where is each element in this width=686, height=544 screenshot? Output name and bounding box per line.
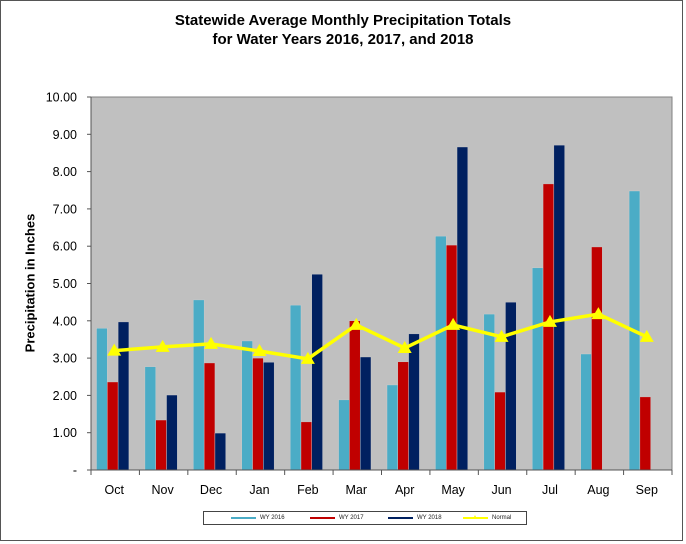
legend-item-wy2018: WY 2018	[388, 512, 442, 524]
bar-wy2016-jun	[483, 313, 495, 471]
legend-label-normal: Normal	[492, 515, 512, 521]
bar-wy2016-may	[435, 235, 447, 471]
bar-wy2016-jul	[532, 267, 544, 471]
legend-label-wy2017: WY 2017	[339, 515, 364, 521]
bar-wy2017-may	[446, 244, 458, 471]
bar-wy2016-dec	[193, 299, 205, 471]
x-tick-label-nov: Nov	[152, 483, 175, 497]
legend-label-wy2018: WY 2018	[417, 515, 442, 521]
normal-marker-apr	[397, 341, 412, 354]
axes-group: - 1.00 2.00 3.00 4.00 5.00 6.00 7.00 8.00 9.00 10.…	[46, 91, 673, 497]
legend: WY 2016 WY 2017 WY 2018 Normal	[203, 511, 527, 525]
bar-wy2017-nov	[155, 419, 167, 471]
bar-wy2017-jan	[252, 357, 264, 471]
bar-wy2016-aug	[580, 353, 592, 471]
bar-wy2018-dec	[214, 432, 226, 471]
bar-wy2016-apr	[386, 384, 399, 471]
x-tick-label-jun: Jun	[491, 483, 511, 497]
normal-marker-jun	[494, 329, 509, 342]
x-tick-label-jul: Jul	[542, 483, 558, 497]
x-tick-label-feb: Feb	[297, 483, 319, 497]
y-tick-label: 8.00	[53, 165, 77, 179]
y-tick-label: -	[73, 464, 77, 478]
bar-wy2017-jun	[494, 391, 506, 471]
legend-swatch-wy2016	[231, 517, 256, 519]
legend-swatch-wy2017	[310, 517, 335, 519]
normal-marker-dec	[204, 336, 219, 349]
bar-wy2017-jul	[542, 183, 555, 471]
triangle-marker-icon	[473, 515, 477, 519]
bar-wy2016-mar	[338, 399, 350, 471]
legend-item-wy2016: WY 2016	[231, 512, 285, 524]
y-tick-label: 4.00	[53, 314, 77, 328]
y-tick-label: 6.00	[53, 240, 77, 254]
normal-marker-nov	[155, 339, 170, 352]
bar-wy2017-feb	[300, 421, 312, 471]
normal-marker-sep	[639, 329, 654, 342]
legend-label-wy2016: WY 2016	[260, 515, 285, 521]
x-tick-label-dec: Dec	[200, 483, 222, 497]
bar-wy2016-feb	[289, 304, 302, 471]
bar-wy2018-jan	[263, 362, 275, 471]
x-tick-label-oct: Oct	[104, 483, 124, 497]
legend-item-wy2017: WY 2017	[310, 512, 364, 524]
bar-wy2017-oct	[107, 381, 119, 471]
bar-wy2018-may	[456, 146, 469, 471]
bar-wy2017-dec	[203, 362, 216, 471]
chart-title: Statewide Average Monthly Precipitation …	[174, 12, 512, 29]
x-tick-label-jan: Jan	[249, 483, 269, 497]
y-tick-label: 9.00	[53, 128, 77, 142]
x-tick-label-sep: Sep	[636, 483, 658, 497]
x-tick-label-apr: Apr	[395, 483, 414, 497]
bar-wy2017-sep	[639, 396, 651, 471]
legend-item-normal: Normal	[463, 512, 511, 524]
normal-marker-jul	[542, 314, 557, 327]
y-tick-label: 1.00	[53, 426, 77, 440]
bar-wy2018-oct	[117, 321, 130, 471]
bar-wy2016-oct	[96, 328, 108, 471]
normal-series-line	[114, 312, 648, 361]
y-tick-label: 10.00	[46, 91, 77, 105]
bar-wy2017-mar	[349, 320, 361, 471]
y-tick-label: 7.00	[53, 202, 77, 216]
x-tick-label-mar: Mar	[346, 483, 368, 497]
y-tick-label: 5.00	[53, 277, 77, 291]
bar-wy2017-aug	[591, 246, 603, 471]
normal-marker-mar	[349, 317, 364, 330]
y-tick-label: 3.00	[53, 352, 77, 366]
bar-wy2018-nov	[166, 394, 178, 471]
normal-line-group	[107, 307, 654, 364]
normal-marker-aug	[591, 307, 606, 320]
x-tick-label-aug: Aug	[587, 483, 609, 497]
x-tick-label-may: May	[441, 483, 465, 497]
bar-wy2018-jul	[553, 144, 565, 471]
normal-marker-may	[446, 317, 461, 330]
bar-wy2018-jun	[505, 301, 517, 471]
bar-wy2018-feb	[311, 273, 323, 471]
bar-wy2017-apr	[397, 361, 409, 471]
plot-area	[90, 96, 673, 471]
normal-marker-jan	[252, 344, 267, 357]
bar-wy2018-apr	[408, 333, 420, 471]
bar-wy2018-mar	[359, 356, 372, 471]
normal-marker-oct	[107, 343, 122, 356]
legend-swatch-normal	[463, 515, 488, 519]
y-tick-label: 2.00	[53, 389, 77, 403]
normal-marker-feb	[300, 351, 315, 364]
legend-swatch-wy2018	[388, 517, 413, 519]
chart-subtitle: for Water Years 2016, 2017, and 2018	[212, 31, 474, 48]
bar-wy2016-jan	[241, 340, 253, 471]
bar-wy2016-nov	[144, 366, 156, 471]
